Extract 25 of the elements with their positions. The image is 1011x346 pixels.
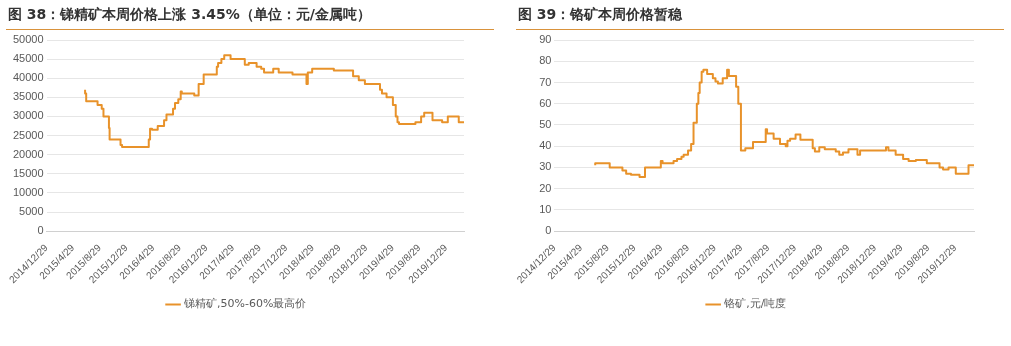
y-tick-label: 35000	[12, 90, 44, 103]
y-tick-label: 60	[539, 96, 552, 109]
y-tick-label: 20000	[12, 147, 44, 160]
y-tick-label: 25000	[12, 128, 44, 141]
y-tick-label: 0	[545, 224, 552, 237]
y-tick-label: 70	[539, 75, 552, 88]
y-tick-label: 0	[37, 224, 44, 237]
y-tick-label: 30000	[12, 109, 44, 122]
y-tick-label: 40000	[12, 71, 44, 84]
y-tick-label: 50	[539, 117, 552, 130]
y-tick-label: 50000	[12, 33, 44, 46]
y-tick-label: 90	[539, 33, 552, 46]
chart-title: 图 38：锑精矿本周价格上涨 3.45%（单位：元/金属吨）	[6, 4, 494, 30]
chart-title: 图 39：铬矿本周价格暂稳	[516, 4, 1004, 30]
y-tick-label: 20	[539, 181, 552, 194]
y-tick-label: 45000	[12, 52, 44, 65]
legend-label: 锑精矿,50%-60%最高价	[183, 297, 307, 311]
y-tick-label: 80	[539, 54, 552, 67]
y-tick-label: 40	[539, 139, 552, 152]
y-tick-label: 30	[539, 160, 552, 173]
y-tick-label: 10000	[12, 185, 44, 198]
y-tick-label: 15000	[12, 166, 44, 179]
y-tick-label: 5000	[19, 205, 44, 218]
y-tick-label: 10	[539, 202, 552, 215]
legend-label: 铬矿,元/吨度	[723, 297, 787, 311]
